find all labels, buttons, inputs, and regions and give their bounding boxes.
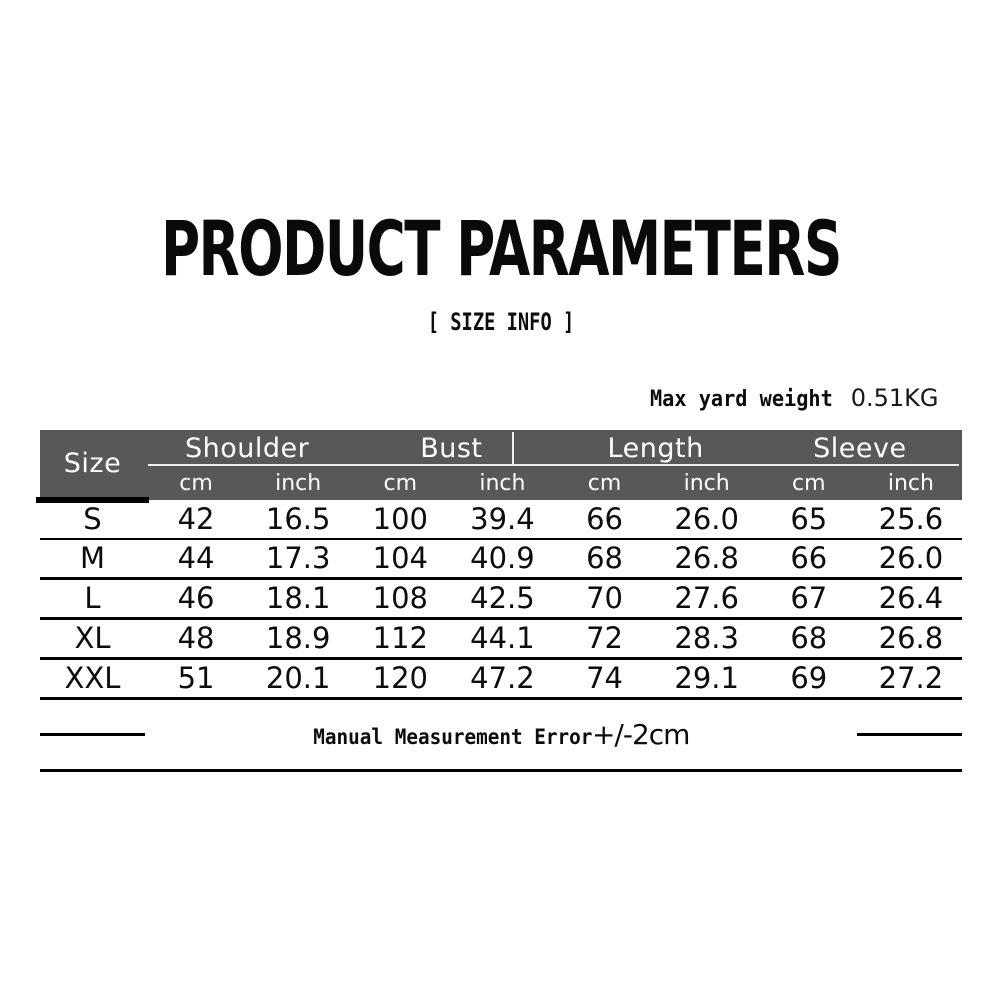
value-cell: 51: [177, 661, 215, 695]
group-separator-line: [148, 464, 959, 466]
value-cell: 16.5: [265, 501, 331, 536]
value-cell: 72: [586, 621, 624, 655]
unit-header-row: cm inch cm inch cm inch cm inch: [145, 468, 962, 498]
value-cell: 120: [372, 661, 428, 695]
header-size: Size: [63, 447, 122, 479]
value-cell: 70: [586, 581, 624, 615]
value-cell: 100: [372, 501, 428, 536]
unit-header: cm: [383, 470, 418, 496]
group-header-sleeve: Sleeve: [813, 433, 907, 464]
size-cell: M: [79, 541, 106, 575]
value-cell: 112: [372, 621, 428, 655]
value-cell: 67: [790, 581, 828, 615]
value-cell: 26.8: [878, 621, 944, 655]
group-vertical-line: [512, 432, 514, 464]
weight-value: 0.51KG: [850, 384, 939, 412]
group-header-length: Length: [607, 433, 704, 464]
group-header-row: Shoulder Bust Length Sleeve: [145, 430, 962, 464]
size-column-underline: [36, 497, 149, 503]
value-cell: 18.1: [265, 581, 331, 615]
value-cell: 108: [372, 581, 428, 615]
table-row-l: L 46 18.1 108 42.5 70 27.6 67 26.4: [40, 580, 962, 620]
value-cell: 25.6: [878, 501, 944, 536]
value-cell: 40.9: [470, 541, 535, 575]
page-title: PRODUCT PARAMETERS: [161, 204, 842, 293]
value-cell: 42.5: [470, 581, 535, 615]
value-cell: 39.4: [470, 501, 535, 536]
size-cell: L: [84, 581, 101, 615]
value-cell: 44.1: [470, 621, 535, 655]
value-cell: 47.2: [470, 661, 535, 695]
value-cell: 69: [790, 661, 828, 695]
value-cell: 26.0: [674, 501, 739, 536]
value-cell: 65: [790, 501, 828, 536]
value-cell: 18.9: [265, 621, 331, 655]
unit-header: inch: [683, 470, 730, 496]
value-cell: 66: [790, 541, 828, 575]
group-header-bust: Bust: [420, 433, 483, 464]
value-cell: 26.0: [878, 541, 944, 575]
size-cell: XXL: [64, 661, 121, 695]
note-dash-right: [857, 733, 962, 736]
value-cell: 26.4: [878, 581, 944, 615]
table-row-xxl: XXL 51 20.1 120 47.2 74 29.1 69 27.2: [40, 660, 962, 700]
value-cell: 44: [177, 541, 215, 575]
unit-header: inch: [479, 470, 526, 496]
value-cell: 17.3: [265, 541, 331, 575]
value-cell: 42: [177, 501, 215, 536]
value-cell: 74: [586, 661, 624, 695]
table-row-xl: XL 48 18.9 112 44.1 72 28.3 68 26.8: [40, 620, 962, 660]
value-cell: 27.6: [674, 581, 739, 615]
value-cell: 68: [586, 541, 624, 575]
measurement-note-row: Manual Measurement Error +/-2cm: [40, 700, 962, 772]
value-cell: 68: [790, 621, 828, 655]
size-cell: XL: [74, 621, 111, 655]
unit-header: inch: [887, 470, 934, 496]
group-header-shoulder: Shoulder: [185, 433, 310, 464]
note-dash-left: [40, 733, 145, 736]
value-cell: 46: [177, 581, 215, 615]
note-text: Manual Measurement Error: [312, 725, 592, 749]
unit-header: cm: [792, 470, 826, 496]
size-table: Size Shoulder Bust Length Sleeve cm inch…: [36, 430, 962, 772]
value-cell: 104: [372, 541, 428, 575]
table-row-s: S 42 16.5 100 39.4 66 26.0 65 25.6: [40, 500, 962, 540]
value-cell: 26.8: [674, 541, 739, 575]
unit-header: cm: [179, 470, 213, 496]
value-cell: 20.1: [265, 661, 331, 695]
size-cell: S: [83, 501, 102, 536]
value-cell: 27.2: [878, 661, 944, 695]
weight-label: Max yard weight: [650, 387, 833, 412]
measurement-note: Manual Measurement Error +/-2cm: [289, 718, 691, 751]
unit-header: cm: [587, 470, 622, 496]
value-cell: 28.3: [674, 621, 739, 655]
value-cell: 48: [177, 621, 215, 655]
size-info-subtitle: [ SIZE INFO ]: [427, 308, 575, 336]
unit-header: inch: [275, 470, 322, 496]
note-tolerance: +/-2cm: [591, 718, 690, 751]
value-cell: 29.1: [674, 661, 739, 695]
size-table-header: Size Shoulder Bust Length Sleeve cm inch…: [36, 430, 962, 503]
max-yard-weight-note: Max yard weight 0.51KG: [650, 384, 938, 412]
table-row-m: M 44 17.3 104 40.9 68 26.8 66 26.0: [40, 540, 962, 580]
value-cell: 66: [586, 501, 624, 536]
